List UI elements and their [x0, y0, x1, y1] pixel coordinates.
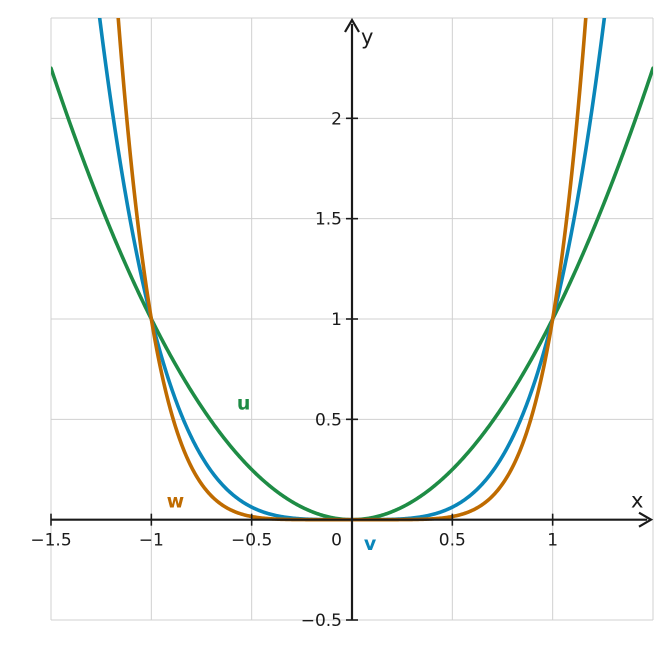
y-tick-label: −0.5 — [301, 611, 342, 631]
y-tick-label: 2 — [331, 109, 342, 129]
ticks: −1.5 −1 −0.5 0.5 1 −0.5 0.5 1 1.5 2 0 — [30, 109, 558, 631]
series-labels: u v w — [167, 392, 377, 554]
x-tick-label: −1 — [139, 531, 164, 551]
x-tick-label: −0.5 — [231, 531, 272, 551]
y-axis-arrow — [344, 17, 360, 33]
origin-label: 0 — [331, 531, 342, 551]
y-tick-label: 1 — [331, 310, 342, 330]
axes: xy — [51, 17, 654, 620]
series-label-w: w — [167, 491, 185, 513]
x-axis-label: x — [631, 489, 643, 513]
x-tick-label: 1 — [547, 531, 558, 551]
y-tick-label: 1.5 — [315, 210, 342, 230]
x-tick-label: 0.5 — [439, 531, 466, 551]
series-label-u: u — [237, 392, 251, 414]
x-tick-label: −1.5 — [30, 531, 71, 551]
x-axis-arrow — [638, 511, 654, 528]
y-tick-label: 0.5 — [315, 410, 342, 430]
series-label-v: v — [364, 533, 377, 555]
y-axis-label: y — [361, 25, 373, 49]
